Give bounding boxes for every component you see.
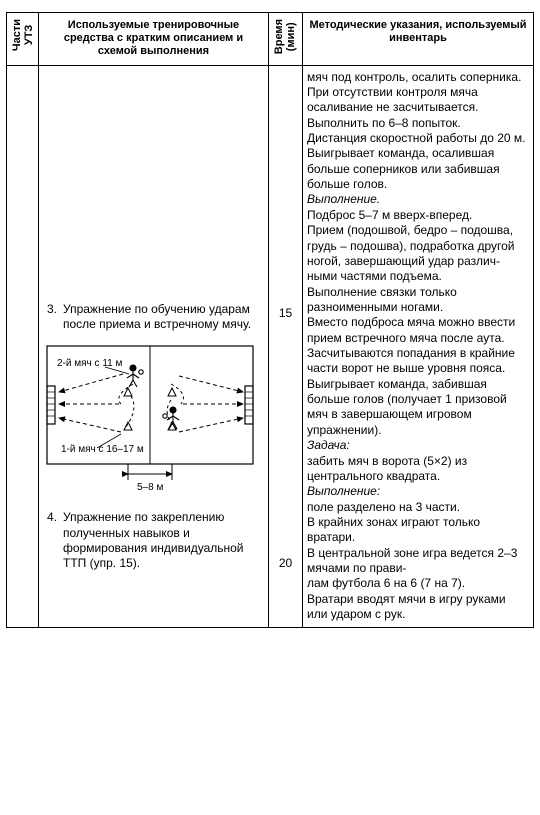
- parts-cell: [7, 65, 39, 627]
- exec-text-4: поле разделено на 3 части.В крайних зона…: [307, 500, 529, 623]
- diagram-label-dist: 5–8 м: [137, 482, 163, 493]
- means-spacer: [43, 70, 264, 302]
- exercise-4-text: Упражнение по закреплению полученных нав…: [63, 510, 264, 571]
- time-cell: 15 20: [269, 65, 303, 627]
- header-parts: ЧастиУТЗ: [7, 13, 39, 66]
- notes-cell: мяч под контроль, осалить соперника. При…: [303, 65, 534, 627]
- page: ЧастиУТЗ Используемые тренировочные сред…: [0, 0, 540, 815]
- header-time: Время(мин): [269, 13, 303, 66]
- exercise-3-diagram: 2-й мяч с 11 м 1-й мяч с 16–17 м 5–8 м: [43, 340, 264, 496]
- exec-label-4: Выполнение:: [307, 484, 529, 499]
- diagram-label-ball1: 1-й мяч с 16–17 м: [61, 444, 144, 455]
- field-diagram-svg: 2-й мяч с 11 м 1-й мяч с 16–17 м 5–8 м: [43, 340, 257, 496]
- task-label-4: Задача:: [307, 438, 529, 453]
- exercise-4: 4. Упражнение по закреплению полученных …: [43, 510, 264, 571]
- time-value-3: 15: [273, 306, 298, 321]
- notes-exec-label-3: Выполнение.: [307, 192, 529, 207]
- exercise-3-number: 3.: [43, 302, 57, 317]
- table-row: 3. Упражнение по обучению ударам после п…: [7, 65, 534, 627]
- exercise-3-text: Упражнение по обучению ударам после прие…: [63, 302, 264, 333]
- time-value-4: 20: [273, 556, 298, 571]
- training-table: ЧастиУТЗ Используемые тренировочные сред…: [6, 12, 534, 628]
- diagram-label-ball2: 2-й мяч с 11 м: [57, 358, 122, 369]
- header-time-label: Время(мин): [273, 19, 297, 54]
- exercise-4-number: 4.: [43, 510, 57, 525]
- means-cell: 3. Упражнение по обучению ударам после п…: [39, 65, 269, 627]
- exercise-3: 3. Упражнение по обучению ударам после п…: [43, 302, 264, 333]
- task-text-4: забить мяч в ворота (5×2) из центральног…: [307, 454, 529, 485]
- header-parts-label: ЧастиУТЗ: [11, 19, 35, 51]
- table-header: ЧастиУТЗ Используемые тренировочные сред…: [7, 13, 534, 66]
- header-notes: Методические указания, используемый инве…: [303, 13, 534, 66]
- notes-before-3: мяч под контроль, осалить соперника. При…: [307, 70, 529, 193]
- header-means: Используемые тренировочные средства с кр…: [39, 13, 269, 66]
- notes-after-3: Подброс 5–7 м вверх-вперед.Прием (подошв…: [307, 208, 529, 438]
